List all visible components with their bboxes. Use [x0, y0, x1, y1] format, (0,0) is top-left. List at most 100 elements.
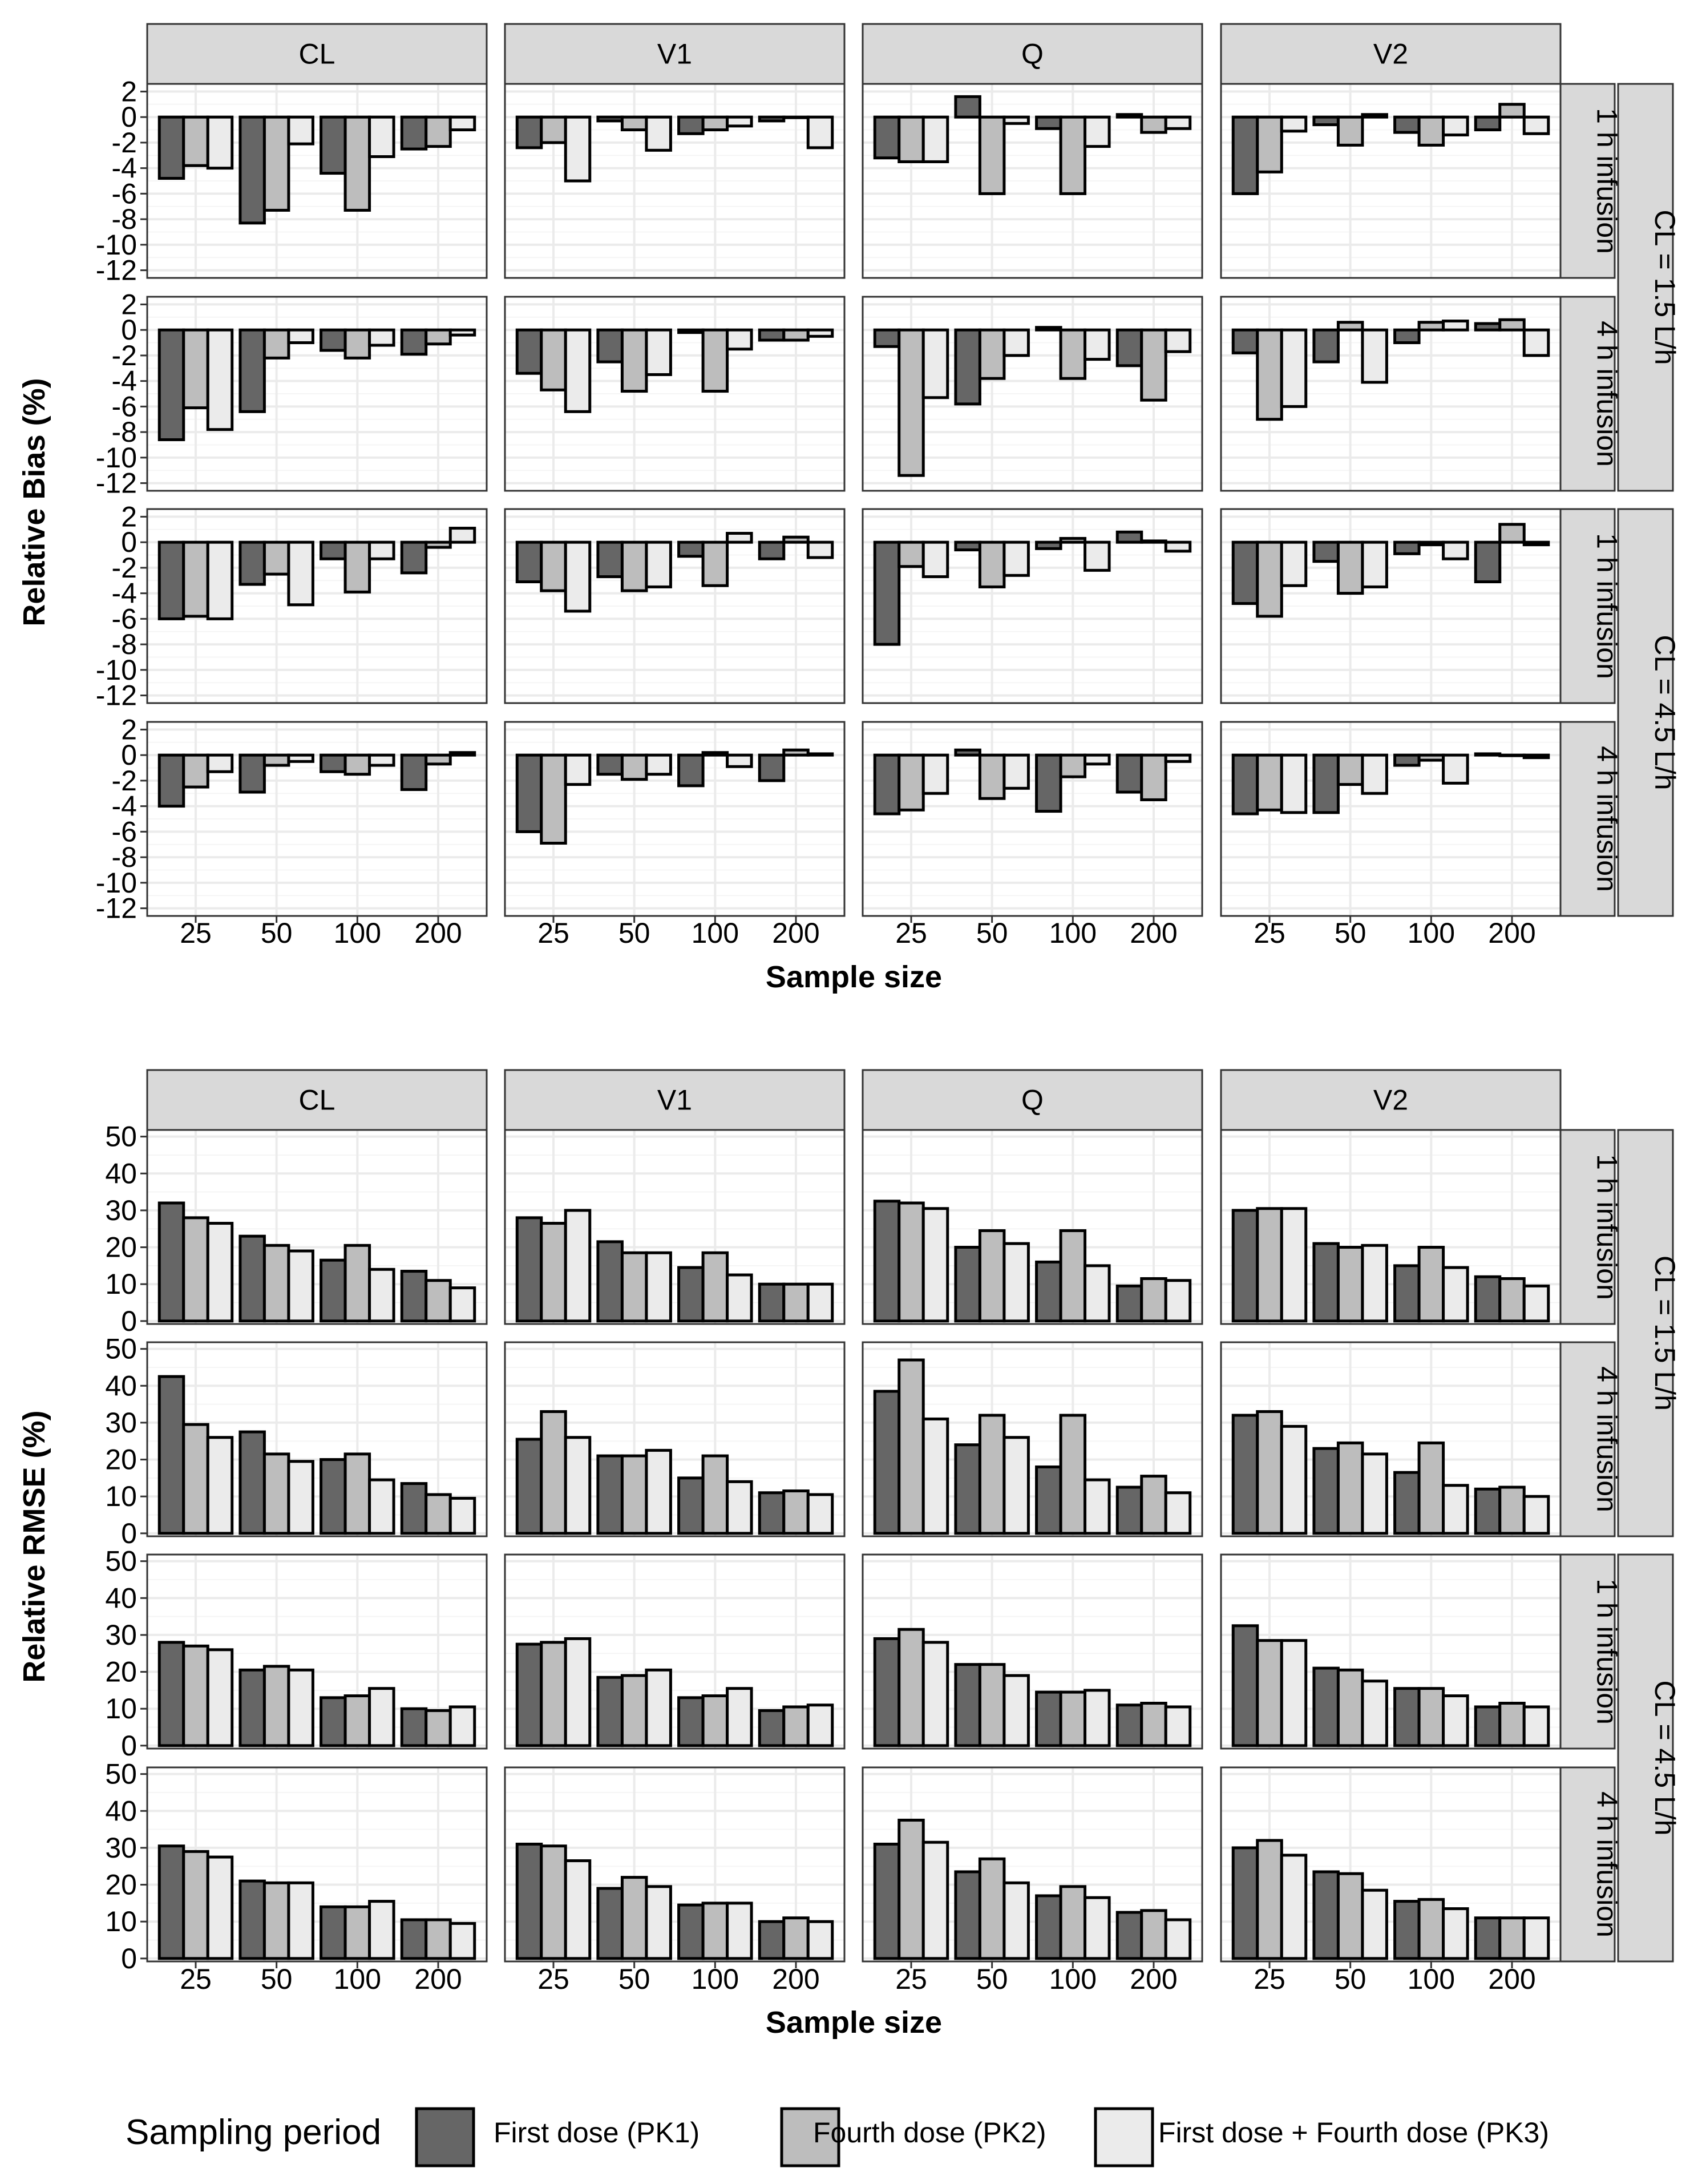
bar-v1-n100-pk3 [726, 115, 753, 128]
facet-label-v2: V2 [1373, 1084, 1408, 1116]
bar-v2-n100-pk1 [1393, 753, 1421, 767]
y-tick-label: 50 [105, 1758, 137, 1790]
bar-v1-n200-pk1 [758, 753, 786, 782]
bar-v1-n50-pk3 [645, 328, 672, 376]
bar-q-n200-pk2 [1140, 328, 1167, 402]
panel-v2-row-2 [1220, 296, 1562, 492]
bar-q-n100-pk1 [1035, 1260, 1062, 1323]
panel-v1-row-2 [504, 296, 846, 492]
bar-v1-n200-pk2 [782, 535, 810, 544]
bar-v2-n200-pk2 [1498, 1277, 1526, 1323]
bar-v1-n50-pk3 [645, 1885, 672, 1960]
bar-q-n50-pk1 [954, 540, 981, 552]
bar-v1-n50-pk1 [596, 540, 624, 579]
bar-v1-n25-pk3 [564, 1209, 592, 1323]
bar-v1-n25-pk2 [540, 1410, 567, 1535]
bar-v1-n25-pk2 [540, 1844, 567, 1960]
panel-border [504, 508, 846, 704]
group-strip-label: CL = 4.5 L/h [1649, 1681, 1681, 1836]
bar-v2-n50-pk1 [1312, 540, 1340, 563]
bar-cl-n100-pk1 [320, 753, 347, 773]
bar-v1-n50-pk1 [596, 328, 624, 364]
bar-v1-n50-pk2 [620, 115, 648, 132]
bar-q-n100-pk2 [1059, 1414, 1087, 1535]
y-tick-label: -12 [96, 255, 137, 286]
y-axis-title: Relative RMSE (%) [17, 1410, 51, 1682]
bar-v2-n100-pk3 [1442, 540, 1469, 560]
bar-q-n50-pk3 [1002, 1881, 1030, 1960]
bar-v1-n100-pk3 [726, 1902, 753, 1960]
bar-cl-n50-pk2 [262, 1244, 290, 1323]
bar-v2-n100-pk3 [1442, 1484, 1469, 1535]
y-tick-label: 0 [121, 739, 137, 771]
bar-v2-n200-pk3 [1522, 753, 1550, 760]
bar-cl-n100-pk1 [320, 115, 347, 175]
y-tick-label: 10 [105, 1480, 137, 1512]
bar-v1-n200-pk2 [782, 115, 810, 119]
bar-v2-n50-pk2 [1336, 1441, 1364, 1535]
panel-border [862, 1766, 1203, 1963]
bar-v1-n50-pk1 [596, 1240, 624, 1323]
bar-q-n50-pk1 [954, 1663, 981, 1747]
y-tick-label: 30 [105, 1832, 137, 1864]
bar-q-n200-pk3 [1164, 753, 1192, 763]
y-tick-label: -2 [112, 340, 137, 372]
bar-q-n25-pk2 [897, 1201, 925, 1323]
bar-cl-n200-pk3 [448, 328, 476, 337]
panel-border [504, 83, 846, 279]
panel-border [146, 1341, 488, 1537]
bar-v1-n50-pk2 [620, 753, 648, 781]
bar-v1-n100-pk3 [726, 1480, 753, 1535]
bar-q-n100-pk1 [1035, 540, 1062, 550]
bar-cl-n50-pk1 [238, 753, 266, 794]
x-tick-label: 100 [1408, 917, 1455, 949]
panel-border [862, 721, 1203, 917]
bar-q-n25-pk1 [873, 1842, 901, 1960]
bar-q-n200-pk2 [1140, 539, 1167, 544]
bar-v1-n25-pk1 [515, 1438, 543, 1535]
panel-border [862, 83, 1203, 279]
bar-v1-n100-pk3 [726, 1687, 753, 1747]
bar-v2-n25-pk2 [1256, 540, 1283, 618]
bar-v1-n100-pk1 [677, 115, 705, 135]
bar-cl-n200-pk3 [448, 527, 476, 544]
y-tick-label: -2 [112, 552, 137, 584]
bar-v2-n100-pk3 [1442, 1266, 1469, 1323]
bar-v1-n200-pk2 [782, 328, 810, 342]
y-tick-label: -6 [112, 816, 137, 847]
bar-cl-n100-pk2 [343, 1905, 371, 1960]
bar-v2-n50-pk3 [1361, 1452, 1388, 1535]
bar-v2-n100-pk2 [1417, 1246, 1445, 1323]
bar-q-n25-pk1 [873, 1390, 901, 1535]
x-axis-title: Sample size [766, 2005, 942, 2040]
panel-q-row-3 [862, 508, 1203, 704]
bar-v1-n100-pk1 [677, 1266, 705, 1323]
bar-v1-n25-pk1 [515, 1842, 543, 1960]
bar-v2-n25-pk1 [1231, 1209, 1259, 1323]
bar-v2-n200-pk3 [1522, 1284, 1550, 1323]
panel-q-row-4 [862, 721, 1203, 917]
bar-cl-n100-pk1 [320, 1905, 347, 1960]
bar-v2-n200-pk1 [1474, 752, 1502, 757]
bar-cl-n25-pk2 [182, 115, 209, 167]
group-strip-label: CL = 1.5 L/h [1649, 1256, 1681, 1411]
panel-v2-row-4 [1220, 721, 1562, 917]
x-tick-label: 50 [261, 917, 293, 949]
bar-cl-n100-pk3 [368, 1478, 395, 1535]
bar-q-n25-pk1 [873, 328, 901, 348]
bar-v2-n50-pk2 [1336, 115, 1364, 147]
bar-q-n25-pk2 [897, 1818, 925, 1960]
bar-q-n25-pk1 [873, 1200, 901, 1323]
bar-cl-n100-pk3 [368, 1900, 395, 1960]
bar-cl-n200-pk2 [424, 1493, 452, 1535]
x-tick-label: 100 [1049, 917, 1097, 949]
bar-q-n50-pk2 [978, 115, 1006, 195]
bar-v1-n200-pk1 [758, 1709, 786, 1747]
y-tick-label: -4 [112, 365, 137, 397]
y-tick-label: 30 [105, 1194, 137, 1226]
x-tick-label: 200 [1488, 917, 1535, 949]
bar-v2-n50-pk2 [1336, 1872, 1364, 1960]
y-tick-label: -2 [112, 765, 137, 797]
bar-q-n100-pk1 [1035, 1894, 1062, 1960]
bar-q-n200-pk3 [1164, 328, 1192, 353]
